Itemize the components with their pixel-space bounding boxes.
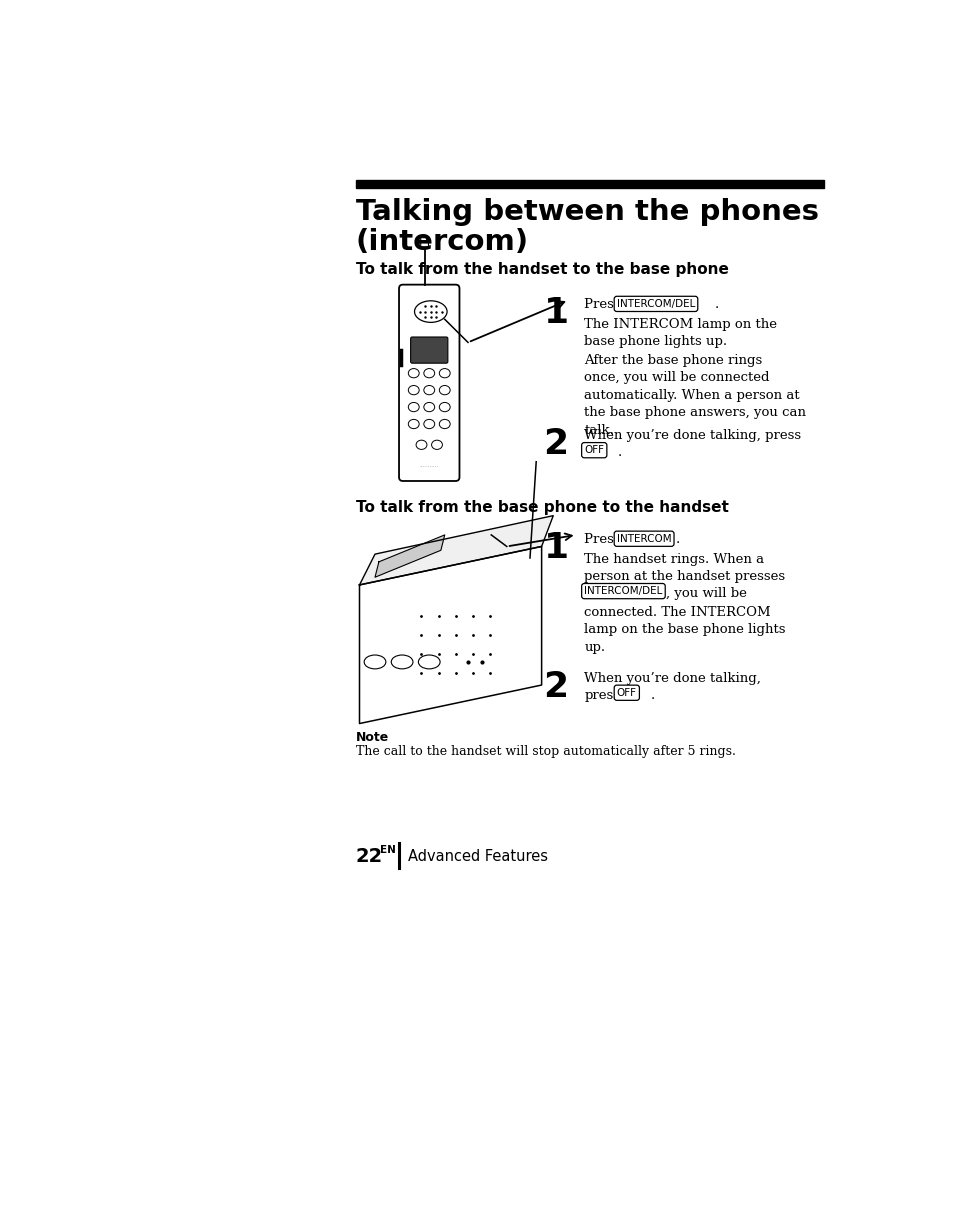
Ellipse shape [439,403,450,411]
Text: OFF: OFF [583,445,603,455]
Ellipse shape [408,386,418,394]
Text: When you’re done talking, press: When you’re done talking, press [583,430,801,443]
Text: Talking between the phones: Talking between the phones [355,198,818,226]
FancyBboxPatch shape [410,337,447,363]
Text: INTERCOM: INTERCOM [617,534,671,544]
Bar [355,180,823,189]
Text: After the base phone rings
once, you will be connected
automatically. When a per: After the base phone rings once, you wil… [583,354,805,437]
Ellipse shape [423,403,435,411]
Text: INTERCOM/DEL: INTERCOM/DEL [617,299,695,309]
Text: ...........: ........... [419,464,438,469]
Text: EN: EN [380,845,395,856]
Text: 2: 2 [543,427,568,461]
Text: connected. The INTERCOM
lamp on the base phone lights
up.: connected. The INTERCOM lamp on the base… [583,606,785,654]
Ellipse shape [439,369,450,377]
Text: (intercom): (intercom) [355,229,528,257]
Text: OFF: OFF [617,688,637,697]
Text: .: . [675,533,679,546]
Ellipse shape [364,655,385,669]
Text: , you will be: , you will be [666,588,746,600]
Ellipse shape [416,441,427,449]
Ellipse shape [423,369,435,377]
Text: 2: 2 [543,669,568,703]
Text: To talk from the handset to the base phone: To talk from the handset to the base pho… [355,262,728,276]
Ellipse shape [415,301,447,323]
Text: Note: Note [355,731,389,745]
Ellipse shape [408,420,418,428]
Ellipse shape [439,386,450,394]
Text: 1: 1 [543,531,568,565]
Text: The handset rings. When a
person at the handset presses: The handset rings. When a person at the … [583,553,784,583]
Ellipse shape [408,369,418,377]
Text: To talk from the base phone to the handset: To talk from the base phone to the hands… [355,500,728,515]
Text: The INTERCOM lamp on the
base phone lights up.: The INTERCOM lamp on the base phone ligh… [583,318,777,348]
Text: Press: Press [583,533,624,546]
Ellipse shape [423,420,435,428]
Text: 22: 22 [355,847,382,865]
FancyBboxPatch shape [398,285,459,481]
Ellipse shape [391,655,413,669]
Polygon shape [375,535,444,577]
Ellipse shape [423,386,435,394]
Ellipse shape [418,655,439,669]
Text: Press: Press [583,298,624,312]
Text: .: . [714,298,718,312]
Polygon shape [359,516,553,585]
Text: INTERCOM/DEL: INTERCOM/DEL [583,587,662,596]
Text: .: . [650,689,655,702]
Ellipse shape [431,441,442,449]
Text: Advanced Features: Advanced Features [408,849,548,864]
Text: 1: 1 [543,296,568,330]
Text: .: . [617,445,621,459]
Ellipse shape [408,403,418,411]
Polygon shape [359,546,541,724]
FancyBboxPatch shape [420,237,428,247]
Ellipse shape [439,420,450,428]
Text: The call to the handset will stop automatically after 5 rings.: The call to the handset will stop automa… [355,745,735,758]
Text: When you’re done talking,
press: When you’re done talking, press [583,672,760,702]
